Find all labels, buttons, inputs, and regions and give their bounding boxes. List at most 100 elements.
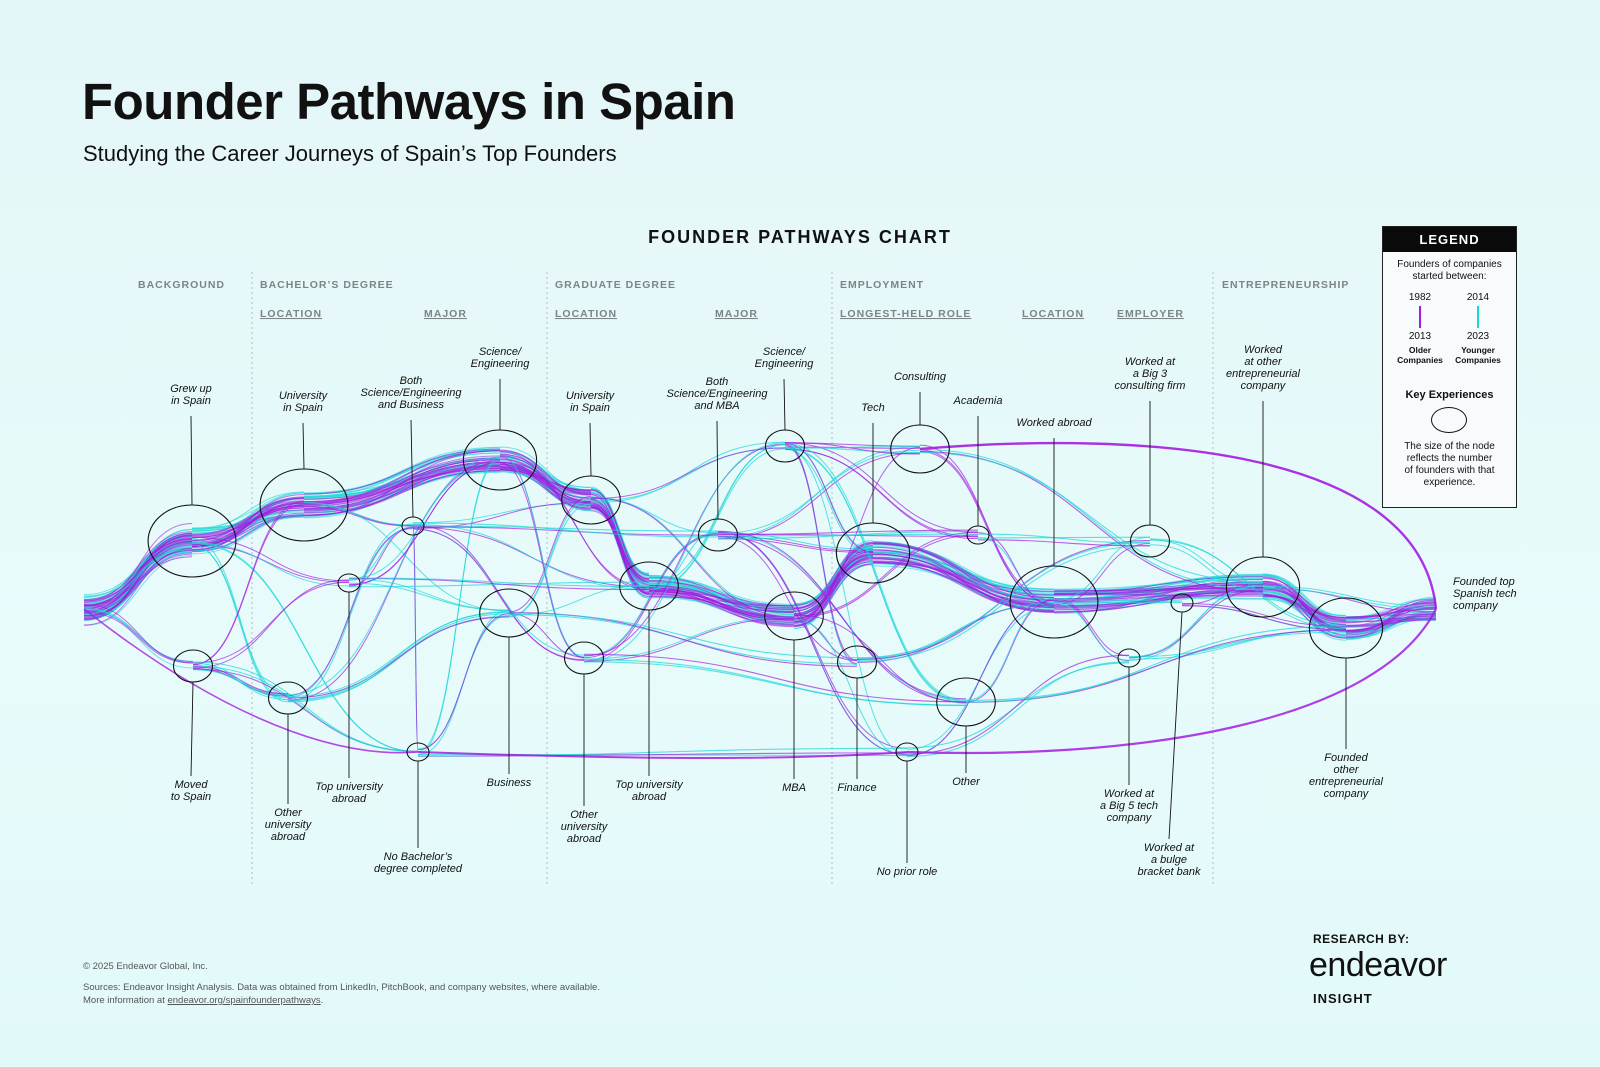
stage-label: ENTREPRENEURSHIP	[1222, 279, 1349, 291]
legend-older-swatch	[1419, 306, 1421, 328]
node-label: Finance	[837, 782, 876, 794]
substage-label: EMPLOYER	[1117, 308, 1184, 320]
pathway-line	[717, 446, 921, 538]
footer-sources: Sources: Endeavor Insight Analysis. Data…	[83, 982, 600, 993]
pathway-line	[784, 441, 921, 455]
node-label: Other university abroad	[561, 809, 609, 845]
pathway-line	[590, 507, 650, 580]
pathway-line	[590, 497, 795, 618]
pathway-line	[1053, 583, 1264, 603]
pathway-line	[417, 459, 501, 753]
node-label: No prior role	[877, 866, 938, 878]
pathway-line	[412, 524, 419, 752]
pathway-line	[417, 613, 510, 751]
pathway-line	[1149, 539, 1264, 585]
substage-label: LOCATION	[1022, 308, 1084, 320]
pathway-line	[192, 661, 419, 752]
node-label: Moved to Spain	[171, 779, 211, 803]
pathway-line	[303, 461, 501, 505]
node-label: Consulting	[894, 371, 947, 383]
pathway-line	[412, 528, 585, 661]
footer-link[interactable]: endeavor.org/spainfounderpathways	[167, 995, 321, 1006]
pathway-line	[1181, 602, 1347, 627]
pathway-line	[583, 533, 719, 657]
pathway-line	[192, 669, 289, 695]
pathway-line	[1053, 598, 1130, 657]
leader-line	[589, 422, 592, 477]
pathway-line	[872, 558, 1055, 604]
pathway-line	[192, 581, 350, 664]
pathway-line	[287, 615, 510, 702]
node-label: Business	[487, 777, 532, 789]
page-subtitle: Studying the Career Journeys of Spain’s …	[83, 141, 617, 166]
pathway-line	[303, 503, 414, 526]
pathway-line	[583, 534, 719, 662]
pathway-line	[872, 542, 1055, 604]
node-label: Founded top Spanish tech company	[1453, 576, 1517, 612]
pathway-line	[856, 603, 1055, 660]
stage-label: BACKGROUND	[138, 279, 225, 291]
stage-label: EMPLOYMENT	[840, 279, 924, 291]
substage-label: MAJOR	[715, 308, 758, 320]
substage-label: MAJOR	[424, 308, 467, 320]
node-label: Grew up in Spain	[170, 383, 212, 407]
leader-line	[302, 422, 305, 470]
pathway-line	[856, 603, 1055, 661]
node-label: Tech	[861, 402, 884, 414]
footer-more-prefix: More information at	[83, 995, 168, 1006]
pathway-line	[83, 556, 193, 607]
node-label: Science/Engineering	[471, 346, 531, 370]
substage-label: LOCATION	[260, 308, 322, 320]
pathway-line	[784, 443, 858, 662]
pathway-line	[793, 534, 979, 618]
legend: LEGEND Founders of companies started bet…	[1382, 226, 1517, 508]
node-label: Founded other entrepreneurial company	[1309, 752, 1384, 800]
legend-older-to: 2013	[1408, 331, 1432, 342]
pathway-line	[192, 662, 289, 699]
pathway-line	[287, 611, 510, 701]
pathway-line	[793, 554, 874, 614]
pathway-line	[793, 563, 874, 627]
node-label: Top university abroad	[315, 781, 384, 805]
pathway-line	[508, 498, 592, 617]
pathway-line	[1128, 589, 1264, 659]
leader-line	[1168, 611, 1183, 840]
pathway-line	[906, 608, 1437, 755]
pathway-line	[784, 448, 874, 556]
node-label: University in Spain	[566, 390, 616, 414]
pathway-line	[192, 665, 419, 753]
pathway-line	[648, 589, 795, 620]
pathway-line	[412, 525, 719, 532]
research-by-label: RESEARCH BY:	[1313, 932, 1410, 946]
pathway-line	[303, 465, 501, 512]
node-label: Both Science/Engineering and MBA	[667, 376, 769, 412]
pathway-line	[784, 448, 979, 540]
pathway-line	[1053, 536, 1151, 601]
pathway-line	[590, 441, 786, 504]
legend-younger-label: Younger Companies	[1455, 345, 1501, 365]
pathway-line	[1128, 583, 1264, 661]
pathway-line	[784, 448, 967, 703]
pathway-line	[1345, 599, 1437, 634]
pathway-line	[590, 496, 795, 616]
pathway-line	[648, 584, 795, 614]
pathway-line	[303, 465, 501, 516]
node-label: Top university abroad	[615, 779, 684, 803]
substage-label: LONGEST-HELD ROLE	[840, 308, 971, 320]
pathway-line	[965, 629, 1347, 703]
pathway-line	[83, 549, 193, 598]
pathway-line	[583, 616, 795, 660]
pathway-line	[919, 451, 1264, 583]
leader-line	[190, 681, 194, 777]
pathway-line	[583, 617, 795, 662]
pathway-line	[872, 553, 1055, 611]
pathway-line	[977, 539, 1151, 547]
pathway-line	[590, 447, 786, 500]
pathway-line	[287, 616, 510, 699]
leader-line	[716, 420, 719, 520]
pathway-line	[412, 522, 719, 538]
node-label: Other university abroad	[265, 807, 313, 843]
pathway-line	[499, 450, 592, 496]
legend-key-text: The size of the node reflects the number…	[1404, 441, 1495, 488]
pathway-line	[499, 455, 585, 658]
